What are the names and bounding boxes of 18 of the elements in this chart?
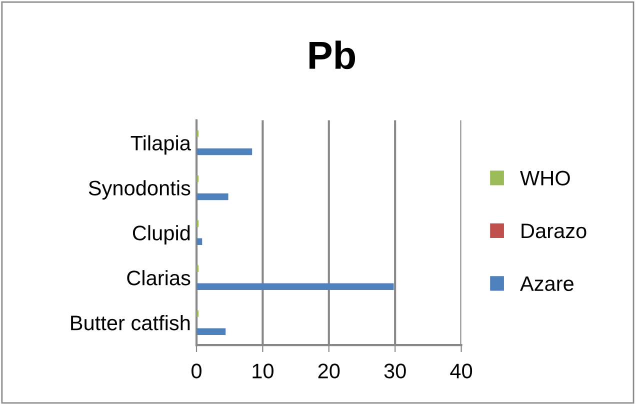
x-tick-label: 40 (450, 364, 472, 378)
legend-label: Darazo (522, 224, 586, 238)
y-tick-label: Synodontis (88, 180, 190, 200)
y-tick-label: Butter catfish (71, 315, 190, 330)
legend-label: Azare (520, 276, 574, 292)
y-tick-label: Clarias (127, 270, 190, 286)
bar (196, 148, 252, 156)
legend-label: WHO (520, 170, 570, 186)
x-tick-label: 10 (252, 364, 274, 378)
bar (196, 328, 226, 335)
bar (196, 283, 394, 290)
x-tick-label: 30 (384, 364, 406, 378)
chart-title: Pb (310, 40, 356, 70)
y-tick-label: Clupid (132, 225, 190, 245)
bar (196, 193, 228, 200)
x-tick-label: 0 (192, 364, 202, 378)
x-tick-label: 20 (318, 364, 340, 378)
y-tick-label: Tilapia (130, 135, 191, 155)
